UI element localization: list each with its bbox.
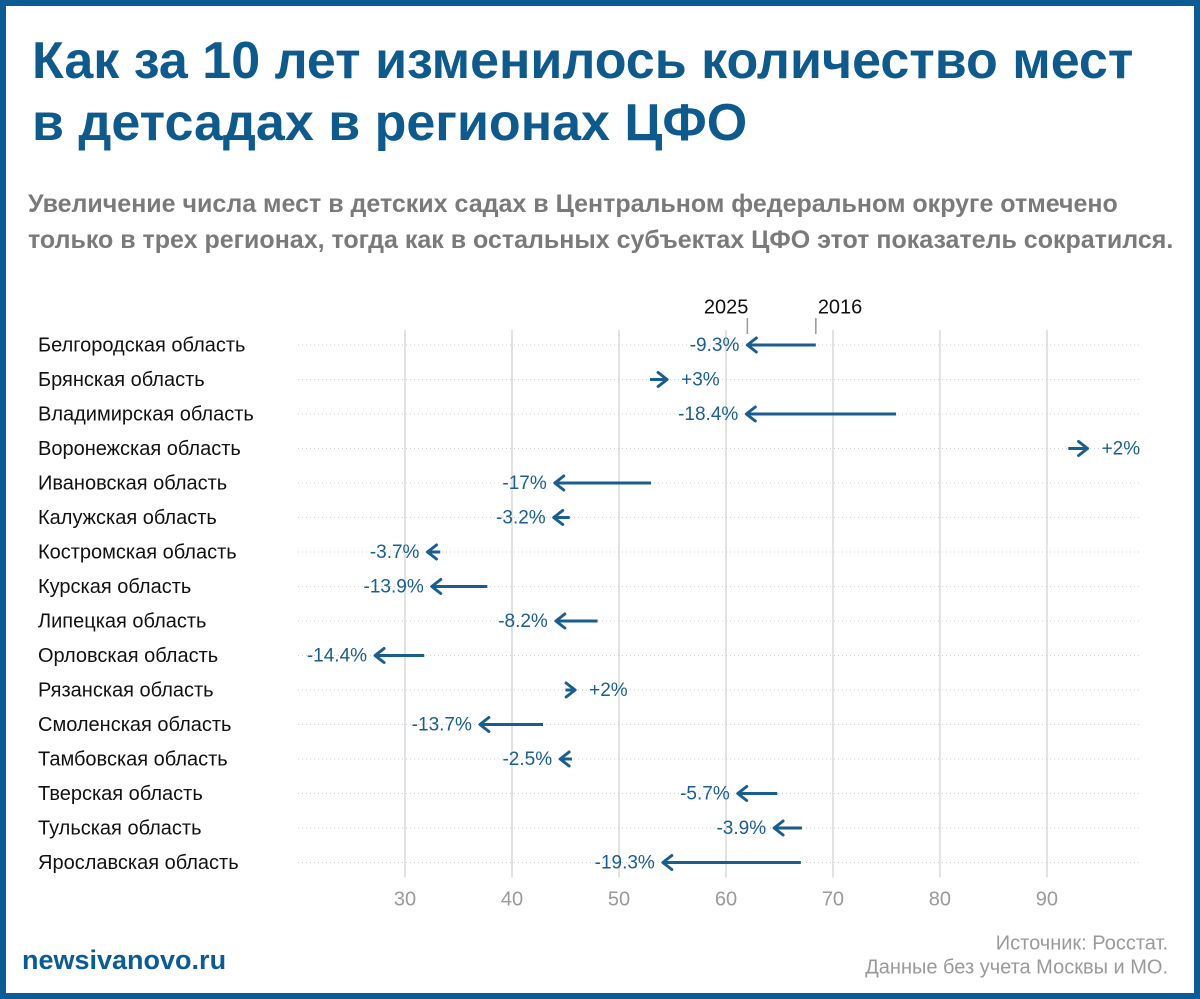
category-label: Брянская область <box>38 369 205 391</box>
site: newsivanovo.ru <box>22 945 226 975</box>
category-label: Костромская область <box>38 541 237 563</box>
arrow-head <box>373 647 386 664</box>
category-label: Липецкая область <box>38 610 206 632</box>
arrow-head <box>425 543 438 561</box>
category-label: Тверская область <box>38 783 203 805</box>
arrow-head <box>1077 440 1090 457</box>
category-label: Ивановская область <box>38 472 227 494</box>
change-label: -9.3% <box>690 335 740 356</box>
arrow-head <box>552 509 565 526</box>
arrow-head <box>564 681 577 699</box>
arrow-head <box>661 854 674 871</box>
arrow-head <box>554 612 567 630</box>
change-label: -17% <box>502 473 546 494</box>
arrow-head <box>430 578 443 595</box>
chart-subtitle: Увеличение числа мест в детских садах в … <box>28 190 1174 254</box>
arrow-head <box>558 750 571 768</box>
x-tick-label: 50 <box>608 888 630 910</box>
x-tick-label: 60 <box>715 888 737 910</box>
change-label: -18.4% <box>678 404 738 425</box>
arrow-head <box>478 716 491 733</box>
arrow-head <box>736 785 749 802</box>
change-label: +2% <box>589 680 628 701</box>
change-label: -13.7% <box>412 715 472 736</box>
category-label: Смоленская область <box>38 714 231 736</box>
category-label: Рязанская область <box>38 679 214 701</box>
change-label: -19.3% <box>595 853 655 874</box>
x-tick-label: 80 <box>929 888 951 910</box>
change-label: +3% <box>681 370 720 391</box>
category-label: Курская область <box>38 576 191 598</box>
x-tick-label: 90 <box>1036 888 1058 910</box>
category-label: Воронежская область <box>38 438 241 460</box>
arrow-head <box>745 336 758 354</box>
category-label: Владимирская область <box>38 403 254 425</box>
source: Источник: Росстат. <box>996 932 1168 954</box>
x-tick-label: 40 <box>501 888 523 910</box>
category-label: Калужская область <box>38 507 217 529</box>
source: Данные без учета Москвы и МО. <box>865 956 1168 978</box>
change-label: -2.5% <box>502 749 552 770</box>
x-tick-label: 70 <box>822 888 844 910</box>
change-label: -8.2% <box>498 611 548 632</box>
legend-label: 2025 <box>704 296 749 318</box>
x-tick-label: 30 <box>394 888 416 910</box>
change-label: +2% <box>1102 439 1141 460</box>
category-label: Белгородская область <box>38 334 245 356</box>
chart-title: Как за 10 лет изменилось количество мест… <box>32 32 1134 152</box>
change-label: -13.9% <box>364 577 424 598</box>
arrow-head <box>744 405 757 423</box>
arrow-head <box>772 819 785 837</box>
category-label: Ярославская область <box>38 852 239 874</box>
category-label: Тульская область <box>38 817 202 839</box>
category-label: Орловская область <box>38 645 218 667</box>
change-label: -14.4% <box>307 646 367 667</box>
arrow-head <box>656 371 669 388</box>
change-label: -3.2% <box>496 508 546 529</box>
change-label: -3.7% <box>370 542 420 563</box>
change-label: -3.9% <box>716 818 766 839</box>
category-label: Тамбовская область <box>38 748 228 770</box>
change-label: -5.7% <box>680 784 730 805</box>
arrow-head <box>553 474 566 492</box>
legend-label: 2016 <box>818 296 863 318</box>
